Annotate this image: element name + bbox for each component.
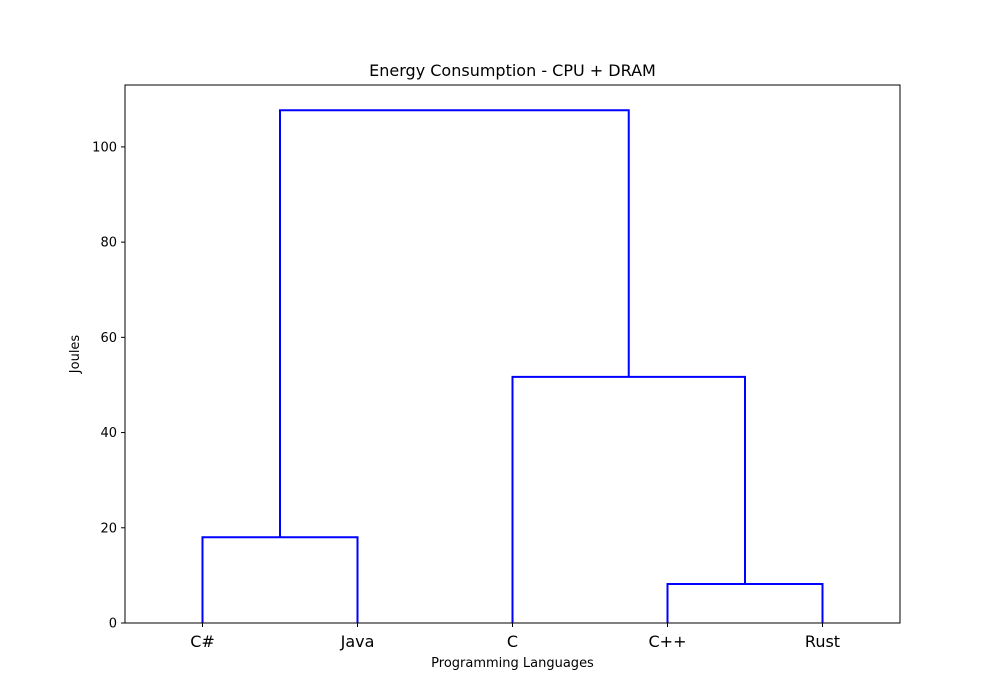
y-tick-label: 20: [100, 521, 117, 536]
y-tick-label: 100: [92, 140, 117, 155]
x-tick-label: C: [507, 632, 518, 651]
x-tick-label: C#: [190, 632, 215, 651]
x-axis-label: Programming Languages: [431, 656, 594, 671]
x-axis: C# Java C C++ Rust: [190, 623, 840, 651]
x-tick-label: C++: [649, 632, 687, 651]
y-tick-label: 80: [100, 236, 117, 251]
y-axis-label: Joules: [68, 335, 83, 375]
chart-title: Energy Consumption - CPU + DRAM: [369, 61, 656, 80]
y-tick-label: 40: [100, 426, 117, 441]
x-tick-label: Rust: [805, 632, 840, 651]
dendrogram-links: [201, 109, 824, 623]
dendrogram-link: [279, 109, 630, 538]
y-tick-label: 0: [109, 617, 117, 632]
x-tick-label: Java: [340, 632, 375, 651]
y-tick-label: 60: [100, 331, 117, 346]
y-axis: 0 20 40 60 80 100: [92, 140, 125, 632]
